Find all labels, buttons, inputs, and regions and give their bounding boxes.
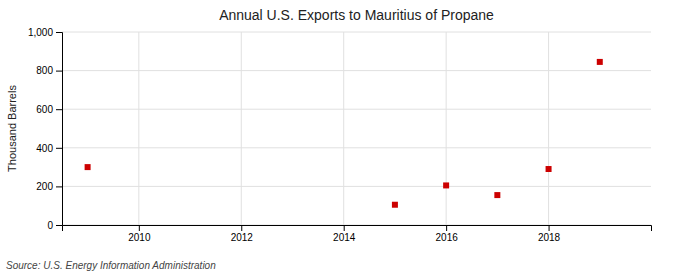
tick-mark: [56, 32, 62, 33]
point: [597, 59, 603, 65]
tick-mark: [56, 148, 62, 149]
grid-line: [62, 32, 651, 33]
grid-line: [138, 32, 139, 225]
tick: 2012: [231, 225, 254, 243]
tick-label: 0: [47, 220, 53, 231]
tick-label: 2016: [436, 232, 459, 243]
tick: 200: [36, 181, 62, 192]
axis-line: [56, 33, 63, 226]
x-axis: 2010 2012 2014 2016 2018: [63, 225, 652, 243]
source: Source: U.S. Energy Information Administ…: [6, 260, 216, 271]
tick-label: 600: [36, 104, 53, 115]
tick-label: 800: [36, 65, 53, 76]
tick-mark: [446, 225, 447, 231]
tick-label: 2014: [333, 232, 356, 243]
points: [85, 59, 603, 208]
grid-line: [446, 32, 447, 225]
tick: 600: [36, 104, 62, 115]
title: Annual U.S. Exports to Mauritius of Prop…: [219, 7, 494, 23]
grid-line: [62, 70, 651, 71]
grid-line: [548, 32, 549, 225]
point: [443, 182, 449, 188]
chart-container: 2010 2012 2014 2016 2018 0 200 400 600 800 1,000 An…: [0, 0, 675, 275]
tick-label: 2010: [128, 232, 151, 243]
tick-label: 1,000: [28, 27, 53, 38]
grid-line: [62, 109, 651, 110]
grid-line: [241, 32, 242, 225]
tick-mark: [139, 225, 140, 231]
tick-mark: [344, 225, 345, 231]
point: [546, 166, 552, 172]
tick-mark: [56, 109, 62, 110]
point: [494, 192, 500, 198]
y-axis: 0 200 400 600 800 1,000: [28, 27, 63, 231]
point: [392, 202, 398, 208]
tick-mark: [56, 186, 62, 187]
tick-mark: [241, 225, 242, 231]
axis-line: [63, 226, 652, 232]
grid-line: [343, 32, 344, 225]
tick: 800: [36, 65, 62, 76]
tick: 2014: [333, 225, 356, 243]
tick-label: 400: [36, 143, 53, 154]
tick-mark: [549, 225, 550, 231]
plot-area: 2010 2012 2014 2016 2018 0 200 400 600 800 1,000: [28, 27, 652, 243]
tick-label: 2012: [231, 232, 254, 243]
tick-mark: [56, 225, 62, 226]
tick: 2016: [436, 225, 459, 243]
chart-svg: 2010 2012 2014 2016 2018 0 200 400 600 800 1,000 An…: [0, 0, 675, 275]
grid: [62, 32, 651, 225]
y-axis-label: Thousand Barrels: [6, 85, 18, 172]
tick: 1,000: [28, 27, 62, 38]
grid-line: [62, 147, 651, 148]
tick: 2018: [538, 225, 561, 243]
point: [85, 164, 91, 170]
tick-label: 2018: [538, 232, 561, 243]
tick: 2010: [128, 225, 151, 243]
tick-mark: [56, 71, 62, 72]
tick: 400: [36, 143, 62, 154]
grid-line: [62, 186, 651, 187]
tick: 0: [47, 220, 62, 231]
tick-label: 200: [36, 181, 53, 192]
